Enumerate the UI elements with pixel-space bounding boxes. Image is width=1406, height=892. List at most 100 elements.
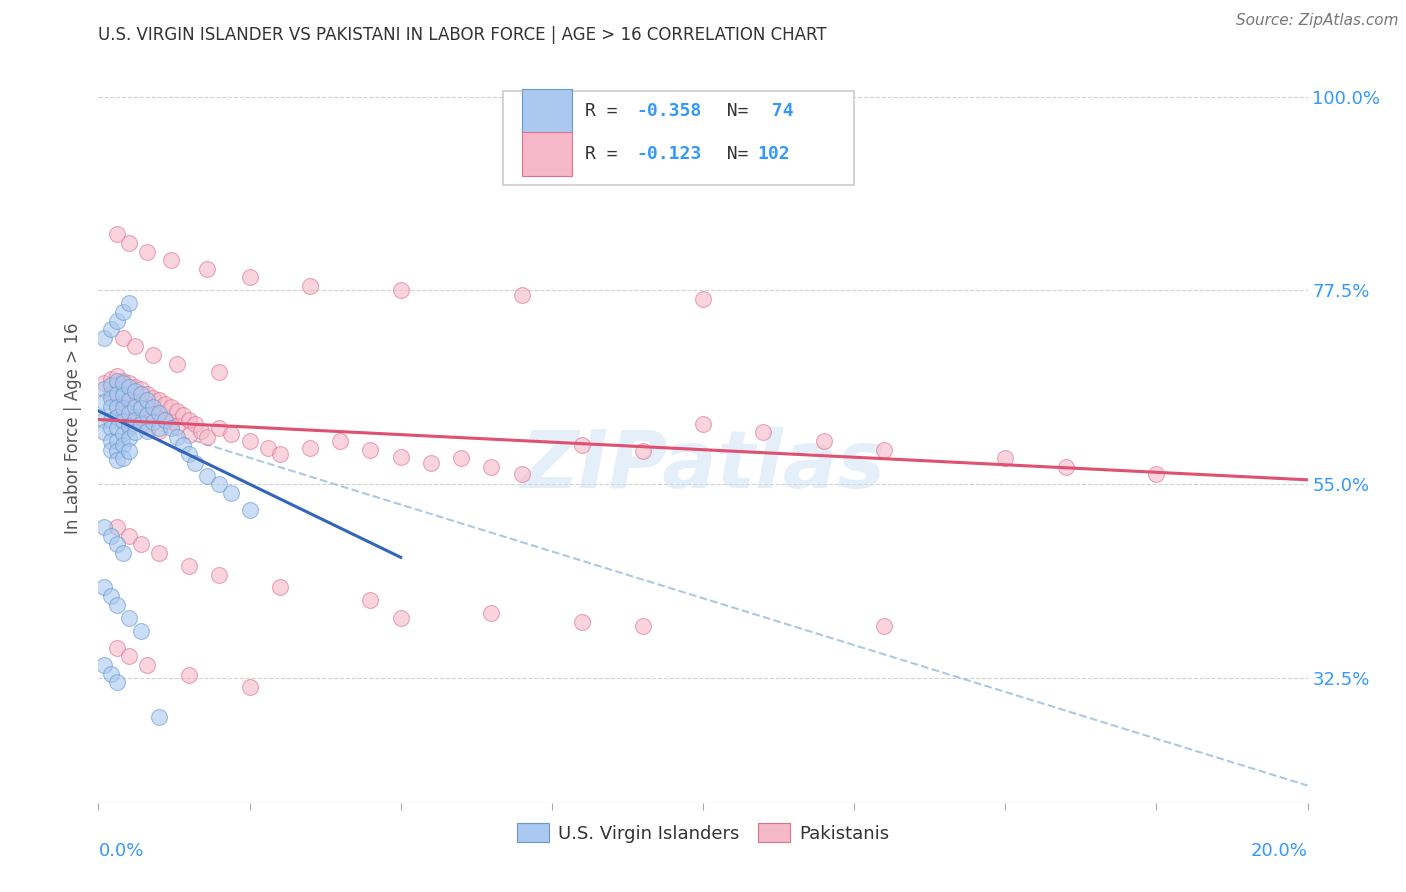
Y-axis label: In Labor Force | Age > 16: In Labor Force | Age > 16 [65,322,83,534]
Point [195,468,218,483]
Point [111,388,134,402]
Point [105,313,128,327]
Point [105,384,128,398]
Point [172,409,194,423]
Point [269,447,291,461]
Point [105,386,128,401]
Point [1144,467,1167,481]
Point [239,503,262,517]
Point [692,292,714,306]
Point [100,378,122,392]
Text: 102: 102 [758,145,790,163]
Point [510,467,533,481]
Point [153,412,176,426]
Text: R =: R = [585,145,628,163]
Point [148,546,170,560]
Point [93,376,115,390]
Point [118,392,141,407]
Text: 0.0%: 0.0% [98,842,143,860]
Point [239,270,262,285]
Point [124,409,146,424]
Point [111,451,134,466]
Point [100,412,122,426]
Point [142,415,165,429]
Point [105,227,128,242]
FancyBboxPatch shape [522,88,572,133]
Point [129,537,152,551]
Point [389,610,412,624]
Point [93,331,115,345]
Point [105,675,128,690]
Point [256,441,278,455]
Point [813,434,835,448]
Point [129,386,152,401]
Point [135,386,157,401]
Point [129,417,152,431]
Point [571,615,593,629]
Point [100,421,122,435]
Point [111,376,134,390]
Point [100,529,122,543]
Point [111,427,134,442]
Text: 74: 74 [761,102,793,120]
Point [105,400,128,414]
Point [118,610,141,624]
Point [389,450,412,464]
Point [148,709,170,723]
Point [93,395,115,409]
Point [184,417,207,431]
Point [160,415,183,429]
Point [100,666,122,681]
Point [166,357,188,371]
Point [111,305,134,319]
Point [105,369,128,384]
Point [93,425,115,440]
Point [118,407,141,421]
Point [208,477,231,491]
Point [93,383,115,397]
Legend: U.S. Virgin Islanders, Pakistanis: U.S. Virgin Islanders, Pakistanis [509,816,897,850]
Text: -0.123: -0.123 [637,145,702,163]
Point [148,421,170,435]
Point [221,427,243,442]
Point [195,261,218,276]
Text: 20.0%: 20.0% [1251,842,1308,860]
Point [239,434,262,448]
Point [221,485,243,500]
Point [142,407,165,421]
Point [129,412,152,426]
Point [299,279,322,293]
Point [118,391,141,405]
Point [179,668,201,682]
Point [100,372,122,386]
Point [111,331,134,345]
Point [208,567,231,582]
Point [118,529,141,543]
Point [142,391,165,405]
Point [135,392,157,407]
Point [153,412,176,426]
Point [329,434,352,448]
Point [360,593,382,607]
Point [142,400,165,414]
Point [105,444,128,458]
Point [179,428,201,442]
Point [239,680,262,694]
Point [692,417,714,431]
Point [873,442,896,457]
Point [873,619,896,633]
Point [135,401,157,416]
Text: R =: R = [585,102,628,120]
Point [179,558,201,573]
Point [93,520,115,534]
Point [105,453,128,467]
Point [111,546,134,560]
Point [93,412,115,426]
Point [208,365,231,379]
Point [111,438,134,452]
Point [118,432,141,446]
Point [118,376,141,390]
Point [360,442,382,457]
Text: ZIPatlas: ZIPatlas [520,426,886,505]
Point [135,424,157,438]
